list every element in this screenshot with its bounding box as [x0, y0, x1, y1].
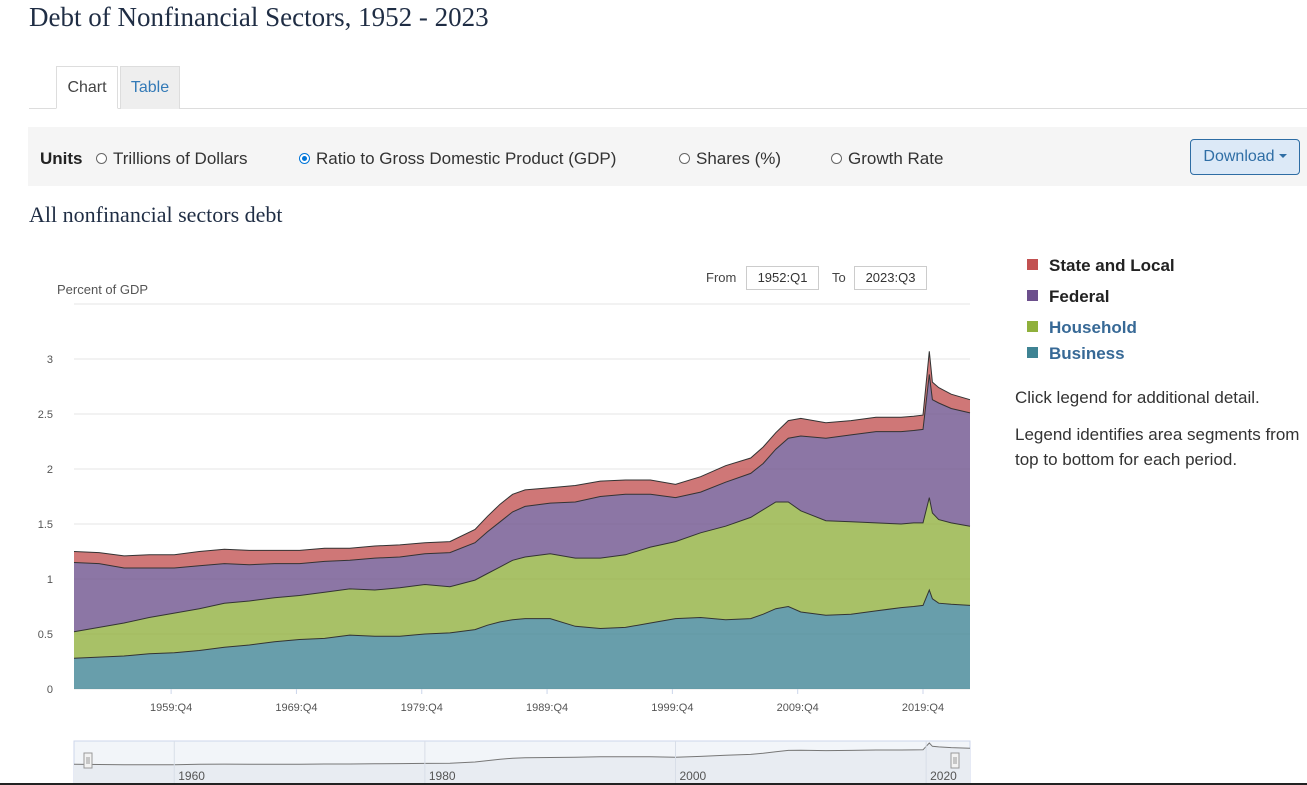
series-line-business — [73, 588, 971, 659]
x-tick-label: 1999:Q4 — [651, 702, 693, 714]
units-label: Units — [40, 149, 83, 168]
navigator-tick-label: 1960 — [178, 769, 205, 783]
y-tick-label: 2 — [47, 464, 53, 476]
legend-item-household[interactable]: Household — [1027, 318, 1137, 338]
legend-note-click: Click legend for additional detail. — [1015, 388, 1260, 407]
units-option-growth-rate[interactable]: Growth Rate — [831, 149, 943, 169]
radio-trillions-icon[interactable] — [96, 153, 107, 164]
range-from-input[interactable]: 1952:Q1 — [746, 266, 819, 290]
units-option-label: Ratio to Gross Domestic Product (GDP) — [316, 149, 617, 168]
tab-chart[interactable]: Chart — [56, 66, 118, 109]
units-option-ratio-gdp[interactable]: Ratio to Gross Domestic Product (GDP) — [299, 149, 616, 169]
series-line-state-and-local — [73, 351, 971, 557]
legend-item-business[interactable]: Business — [1027, 344, 1125, 364]
legend-note-order: Legend identifies area segments from top… — [1015, 425, 1300, 469]
legend-label: Household — [1049, 318, 1137, 337]
units-option-trillions[interactable]: Trillions of Dollars — [96, 149, 247, 169]
y-tick-label: 0 — [47, 684, 53, 696]
y-tick-label: 0.5 — [38, 629, 53, 641]
download-button-label: Download — [1203, 148, 1275, 165]
radio-shares-icon[interactable] — [679, 153, 690, 164]
x-tick-label: 1969:Q4 — [275, 702, 317, 714]
radio-ratio-gdp-icon[interactable] — [299, 153, 310, 164]
legend-swatch — [1027, 290, 1038, 301]
y-tick-label: 3 — [47, 354, 53, 366]
legend-swatch — [1027, 321, 1038, 332]
legend-label: Federal — [1049, 287, 1110, 306]
legend-label: State and Local — [1049, 256, 1175, 275]
y-axis-title: Percent of GDP — [57, 282, 148, 297]
page-title: Debt of Nonfinancial Sectors, 1952 - 202… — [29, 2, 489, 32]
x-tick-label: 1989:Q4 — [526, 702, 568, 714]
x-tick-label: 2009:Q4 — [777, 702, 819, 714]
x-tick-label: 1979:Q4 — [401, 702, 443, 714]
navigator-handle-left[interactable] — [83, 752, 93, 769]
x-tick-label: 2019:Q4 — [902, 702, 944, 714]
navigator-tick-label: 2000 — [680, 769, 707, 783]
series-line-federal — [73, 374, 971, 569]
area-household[interactable] — [74, 497, 970, 659]
navigator-tick-label: 2020 — [930, 769, 957, 783]
x-tick-label: 1959:Q4 — [150, 702, 192, 714]
radio-growth-rate-icon[interactable] — [831, 153, 842, 164]
legend-swatch — [1027, 347, 1038, 358]
y-tick-label: 2.5 — [38, 409, 53, 421]
units-toolbar: Units Trillions of Dollars Ratio to Gros… — [28, 127, 1307, 186]
navigator-handle-right[interactable] — [950, 752, 960, 769]
navigator-series-line — [73, 742, 971, 766]
area-business[interactable] — [74, 590, 970, 689]
range-from-label: From — [706, 270, 737, 285]
units-option-label: Growth Rate — [848, 149, 944, 168]
range-to-input[interactable]: 2023:Q3 — [854, 266, 927, 290]
legend-item-state-local[interactable]: State and Local — [1027, 256, 1175, 276]
series-line-household — [73, 497, 971, 633]
caret-down-icon — [1278, 154, 1287, 158]
legend-swatch — [1027, 259, 1038, 270]
drag-handle-icon[interactable] — [83, 752, 93, 769]
download-button[interactable]: Download — [1190, 139, 1300, 175]
chart-subtitle: All nonfinancial sectors debt — [29, 202, 283, 227]
navigator-series-fill — [74, 743, 970, 783]
y-tick-label: 1 — [47, 574, 53, 586]
units-option-label: Shares (%) — [696, 149, 782, 168]
tab-table[interactable]: Table — [120, 66, 180, 109]
chart-area: Percent of GDP 0 0.5 1 1.5 2 2.5 3 1959:Q4 1969… — [38, 282, 971, 784]
page-bottom-rule — [0, 783, 1307, 785]
range-to-label: To — [832, 270, 846, 285]
units-option-label: Trillions of Dollars — [113, 149, 248, 168]
view-tabs: Chart Table — [29, 66, 1307, 109]
area-federal[interactable] — [74, 374, 970, 632]
drag-handle-icon[interactable] — [950, 752, 960, 769]
navigator-tick-label: 1980 — [429, 769, 456, 783]
legend-label: Business — [1049, 344, 1125, 363]
units-option-shares[interactable]: Shares (%) — [679, 149, 781, 169]
y-tick-label: 1.5 — [38, 519, 53, 531]
legend-item-federal[interactable]: Federal — [1027, 287, 1109, 307]
